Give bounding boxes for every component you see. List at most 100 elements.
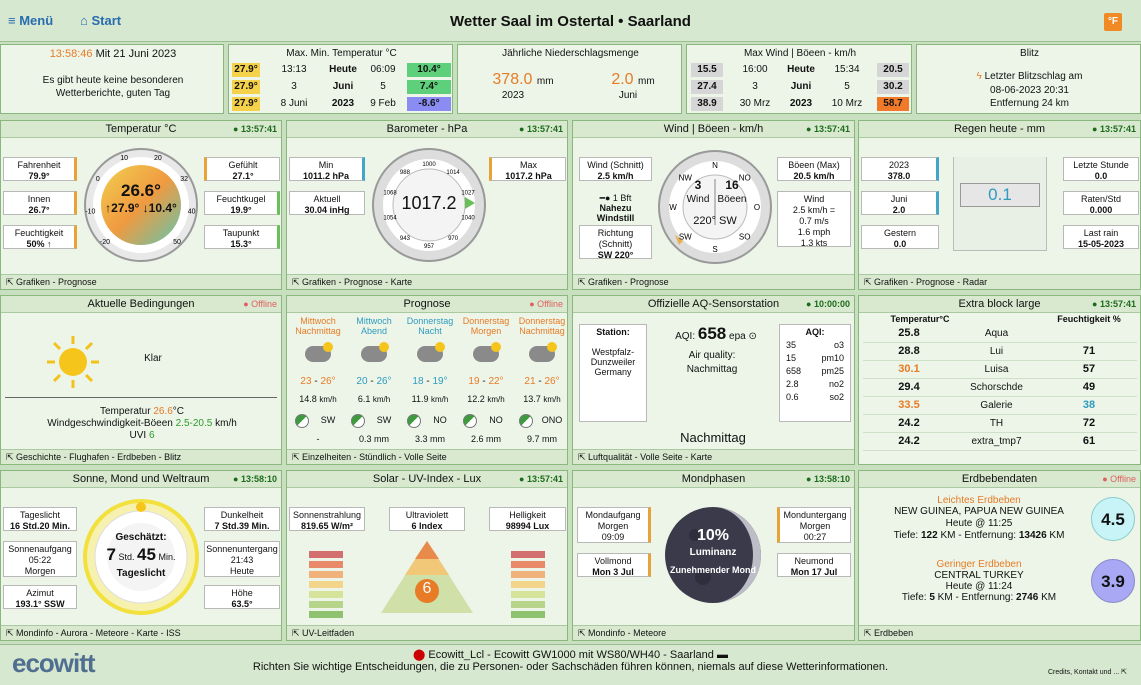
forecast-footer-links[interactable]: ⇱ Einzelheiten - Stündlich - Volle Seite bbox=[287, 449, 567, 464]
baro-tick-label: 1000 bbox=[422, 162, 436, 168]
top-bar bbox=[0, 0, 1141, 42]
extra-humidity: 72 bbox=[1082, 417, 1096, 429]
pressure-min-box: Min 1011.2 hPa bbox=[289, 157, 365, 181]
brightness-bar-segment bbox=[511, 591, 545, 598]
extra-sensor-name: Lui bbox=[989, 346, 1004, 357]
wind-footer-links[interactable]: ⇱ Grafiken - Prognose bbox=[573, 274, 854, 289]
aq-pollutant: o3 bbox=[833, 340, 844, 350]
indoor-temp-box: Innen 26.7° bbox=[3, 191, 77, 215]
sun-position-icon bbox=[136, 502, 146, 512]
rain-month-label: Juni bbox=[618, 90, 638, 101]
estimated-daylight: 7 Std. 45 Min. bbox=[106, 545, 176, 564]
lightning-title: Blitz bbox=[1020, 48, 1039, 59]
lightning-line1: Letzter Blitzschlag am bbox=[984, 71, 1083, 82]
feels-like-box: Gefühlt 27.1° bbox=[204, 157, 280, 181]
temperature-footer-links[interactable]: ⇱ Grafiken - Prognose bbox=[1, 274, 281, 289]
info-message-line2: Wetterberichte, guten Tag bbox=[55, 88, 171, 99]
menu-button[interactable]: ≡ Menü bbox=[8, 13, 53, 28]
earthquake-footer-links[interactable]: ⇱ Erdbeben bbox=[859, 625, 1140, 640]
forecast-period: Abend bbox=[360, 326, 388, 336]
lightning-line3: Entfernung 24 km bbox=[990, 98, 1069, 109]
estimated-daylight-label: Tageslicht bbox=[116, 568, 166, 579]
solar-bar-segment bbox=[309, 611, 343, 618]
rain-title: Regen heute - mm bbox=[859, 121, 1140, 138]
extra-sensor-name: extra_tmp7 bbox=[971, 436, 1022, 447]
maxmin-temp-panel: Max. Min. Temperatur °C 27.9° 13:13 Heute 0… bbox=[228, 44, 453, 114]
extra-temp: 25.8 bbox=[898, 327, 920, 339]
germany-flag-icon: ▬ bbox=[716, 649, 728, 661]
forecast-temps: 20 - 26° bbox=[356, 376, 392, 387]
moon-phase-icon bbox=[665, 507, 761, 603]
brightness-bar-segment bbox=[511, 581, 545, 588]
credits-link[interactable]: Credits, Kontakt und ... ⇱ bbox=[1048, 669, 1128, 676]
maxwind-t1-2: 30 Mrz bbox=[739, 98, 771, 109]
wind-direction-icon bbox=[519, 414, 533, 428]
forecast-period: Nacht bbox=[418, 326, 442, 336]
brightness-bar-segment bbox=[511, 571, 545, 578]
moon-footer-links[interactable]: ⇱ Mondinfo - Meteore bbox=[573, 625, 854, 640]
maxmin-max-0: 27.9° bbox=[232, 63, 260, 77]
forecast-period: Morgen bbox=[470, 326, 502, 336]
air-quality-summary: Nachmittag bbox=[680, 430, 746, 445]
extra-sensor-name: Aqua bbox=[984, 328, 1009, 339]
aq-station-box: Station: Westpfalz- Dunzweiler Germany bbox=[579, 324, 647, 422]
forecast-wind-dir: ONO bbox=[541, 415, 563, 425]
maxmin-t2-1: 5 bbox=[380, 81, 386, 92]
rain-year-title: Jährliche Niederschlagsmenge bbox=[502, 48, 639, 59]
maxwind-t2-0: 15:34 bbox=[834, 64, 860, 75]
rain-year-value: 378.0 bbox=[492, 71, 533, 88]
forecast-high: 26° bbox=[544, 376, 560, 387]
footer bbox=[0, 644, 1141, 685]
solar-footer-links[interactable]: ⇱ UV-Leitfaden bbox=[287, 625, 567, 640]
aq-pollutant: pm25 bbox=[821, 366, 844, 376]
rain-month-box: Juni 2.0 bbox=[861, 191, 939, 215]
sun-footer-links[interactable]: ⇱ Mondinfo - Aurora - Meteore - Karte - … bbox=[1, 625, 281, 640]
conditions-footer-links[interactable]: ⇱ Geschichte - Flughafen - Erdbeben - Bl… bbox=[1, 449, 281, 464]
wind-compass-direction: 220° SW bbox=[693, 215, 737, 227]
aq-value: 35 bbox=[786, 340, 797, 350]
maxmin-max-1: 27.9° bbox=[232, 80, 260, 94]
temp-tick-label: 10 bbox=[120, 155, 128, 162]
forecast-status: ● Offline bbox=[529, 299, 563, 309]
sky-condition: Klar bbox=[144, 353, 162, 364]
aq-pollutant: no2 bbox=[828, 379, 844, 389]
rain-time: ● 13:57:41 bbox=[1092, 124, 1136, 134]
barometer-footer-links[interactable]: ⇱ Grafiken - Prognose - Karte bbox=[287, 274, 567, 289]
extra-sensor-row bbox=[863, 378, 1137, 379]
rain-footer-links[interactable]: ⇱ Grafiken - Prognose - Radar bbox=[859, 274, 1140, 289]
air-quality-panel: Offizielle AQ-Sensorstation ● 10:00:00 S… bbox=[572, 295, 855, 465]
windsock-icon: ━● bbox=[599, 193, 613, 203]
lightning-icon: ϟ bbox=[976, 71, 985, 82]
start-link[interactable]: ⌂ Start bbox=[80, 13, 121, 28]
forecast-high: 26° bbox=[376, 376, 392, 387]
wet-bulb-box: Feuchtkugel 19.9° bbox=[204, 191, 280, 215]
brightness-bar-segment bbox=[511, 551, 545, 558]
gust-speed: 16 Böeen bbox=[717, 178, 747, 206]
aq-value: 0.6 bbox=[786, 392, 799, 402]
maxwind-a-0: 15.5 bbox=[691, 63, 723, 77]
maxwind-t1-1: 3 bbox=[752, 81, 758, 92]
full-moon-box: Vollmond Mon 3 Jul bbox=[577, 553, 651, 577]
wind-speed: 3 Wind bbox=[686, 178, 710, 206]
last-rain-box: Last rain 15-05-2023 bbox=[1063, 225, 1139, 249]
uv-index-box: Ultraviolett 6 Index bbox=[389, 507, 465, 531]
ecowitt-logo: ecowitt bbox=[12, 648, 96, 678]
date-text: Mit 21 Juni 2023 bbox=[95, 48, 177, 60]
maxmin-label-1: Juni bbox=[332, 81, 354, 92]
maxmin-t2-2: 9 Feb bbox=[370, 98, 396, 109]
solar-time: ● 13:57:41 bbox=[519, 474, 563, 484]
compass-label: SW bbox=[679, 233, 692, 242]
solar-bar-segment bbox=[309, 601, 343, 608]
hamburger-icon: ≡ bbox=[8, 13, 20, 28]
quake1-place: NEW GUINEA, PAPUA NEW GUINEA bbox=[894, 506, 1064, 517]
unit-toggle-button[interactable]: °F bbox=[1104, 13, 1122, 31]
estimated-label: Geschätzt: bbox=[115, 532, 167, 543]
rain-last-hour-box: Letzte Stunde 0.0 bbox=[1063, 157, 1139, 181]
info-icon[interactable]: ⊙ bbox=[748, 331, 757, 342]
forecast-wind-dir: SW bbox=[376, 415, 392, 425]
forecast-title: Prognose bbox=[287, 296, 567, 313]
forecast-day: Donnerstag bbox=[518, 316, 566, 326]
conditions-panel: Aktuelle Bedingungen ● Offline Klar Temp… bbox=[0, 295, 282, 465]
extra-sensor-name: Schorschde bbox=[970, 382, 1023, 393]
air-quality-footer-links[interactable]: ⇱ Luftqualität - Volle Seite - Karte bbox=[573, 449, 854, 464]
